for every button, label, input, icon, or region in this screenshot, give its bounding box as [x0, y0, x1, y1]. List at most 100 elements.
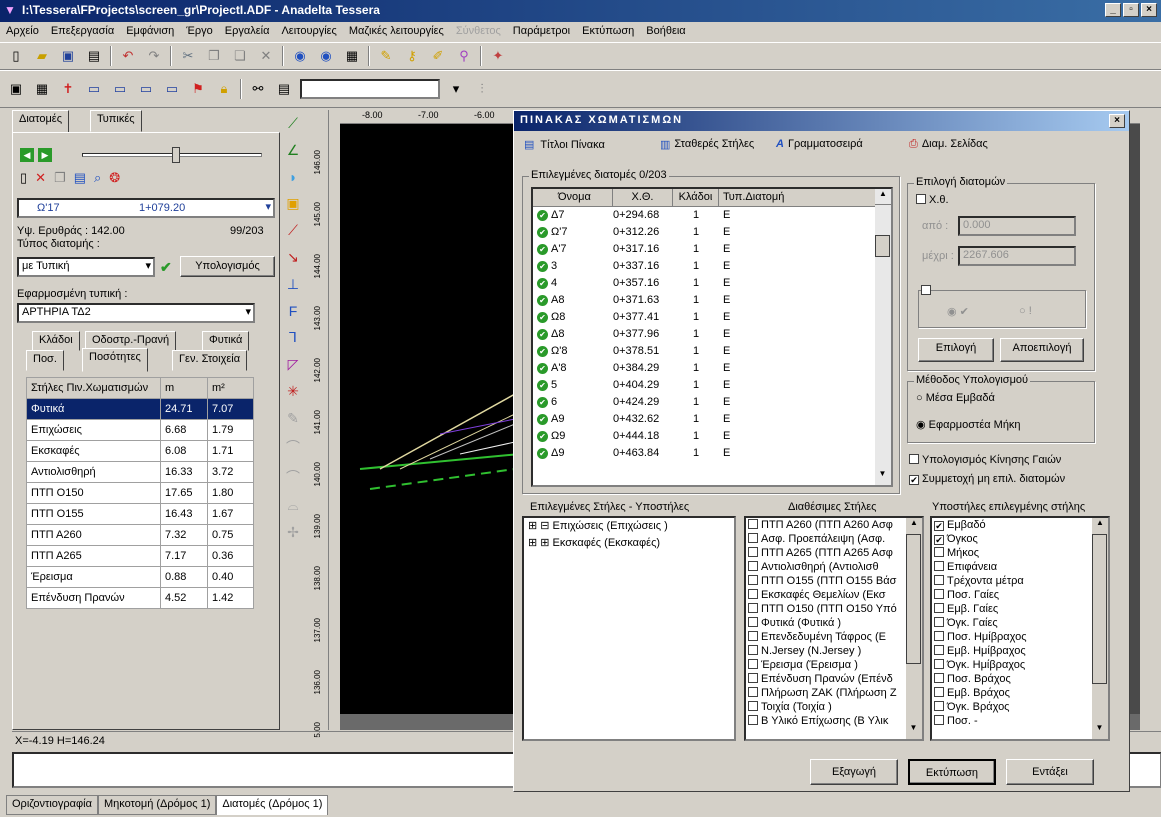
t-icon[interactable]: ⅂	[289, 329, 297, 345]
scroll-thumb[interactable]	[875, 235, 890, 257]
document-tab-0[interactable]: Οριζοντιογραφία	[6, 795, 98, 815]
shape-icon[interactable]: ◗	[288, 169, 298, 185]
zoom-x-icon[interactable]: ▭	[87, 81, 101, 96]
scroll-thumb[interactable]	[906, 534, 921, 664]
subcolumn-item[interactable]: ✔ Όγκος	[934, 532, 1108, 546]
pin-icon[interactable]: ⫶	[480, 81, 484, 96]
to-input[interactable]: 2267.606	[958, 246, 1076, 266]
scroll-down-icon[interactable]: ▼	[1095, 723, 1104, 732]
sections-list[interactable]: Όνομα Χ.Θ. Κλάδοι Τυπ.Διατομή ✔ Δ7 0+294.6…	[531, 187, 893, 487]
subcolumn-item[interactable]: Επιφάνεια	[934, 560, 1108, 574]
subcolumn-item[interactable]: Μήκος	[934, 546, 1108, 560]
subcolumn-item[interactable]: Ποσ. Γαίες	[934, 588, 1108, 602]
polyline-icon[interactable]: ◸	[287, 356, 299, 372]
menu-item-4[interactable]: Εργαλεία	[224, 25, 270, 37]
col-branches[interactable]: Κλάδοι	[673, 189, 719, 206]
subtab-general[interactable]: Γεν. Στοιχεία	[172, 350, 248, 371]
sections-scrollbar[interactable]: ▲ ▼	[875, 189, 891, 485]
scroll-thumb[interactable]	[1092, 534, 1107, 684]
window-icon[interactable]: ▤	[87, 48, 101, 63]
mass-haul-checkbox[interactable]: Υπολογισμός Κίνησης Γαιών	[909, 454, 1061, 466]
col-station[interactable]: Χ.Θ.	[613, 189, 673, 206]
restore-icon[interactable]: ▫	[1123, 3, 1139, 17]
subcolumn-item[interactable]: Εμβ. Γαίες	[934, 602, 1108, 616]
arrow-icon[interactable]: ↘	[287, 249, 299, 265]
menu-item-10[interactable]: Βοήθεια	[646, 25, 686, 37]
list-item[interactable]: ✔ Ω'8 0+378.51 1 Ε	[537, 343, 891, 360]
subcolumn-item[interactable]: Ποσ. -	[934, 714, 1108, 728]
edit-section-icon[interactable]: ▤	[73, 170, 87, 185]
new-file-icon[interactable]: ▯	[12, 48, 20, 63]
export-button[interactable]: Εξαγωγή	[810, 759, 898, 785]
save-icon[interactable]: ▣	[61, 48, 75, 63]
grid-view-icon[interactable]: ▣	[9, 81, 23, 96]
delete-icon[interactable]: ✕	[260, 48, 272, 63]
search-icon[interactable]: ⌕	[94, 170, 102, 185]
available-columns-list[interactable]: ΠΤΠ Α260 (ΠΤΠ Α260 Ασφ Ασφ. Προεπάλειψη (…	[744, 516, 924, 741]
subcolumn-item[interactable]: Όγκ. Γαίες	[934, 616, 1108, 630]
line-icon[interactable]: ⟋	[288, 115, 298, 131]
selected-columns-tree[interactable]: ⊞ ⊟ Επιχώσεις (Επιχώσεις ) ⊞ ⊞ Εκσκαφές …	[522, 516, 736, 741]
document-tab-1[interactable]: Μηκοτομή (Δρόμος 1)	[97, 795, 217, 815]
curve-icon[interactable]: ⌒	[286, 439, 300, 455]
redo-icon[interactable]: ↷	[148, 48, 160, 63]
list-item[interactable]: ✔ Α9 0+432.62 1 Ε	[537, 411, 891, 428]
list-item[interactable]: ✔ 5 0+404.29 1 Ε	[537, 377, 891, 394]
subcolumns-list[interactable]: ✔ Εμβαδό ✔ Όγκος Μήκος Επιφάνεια Τρέχοντα μέτρ…	[930, 516, 1110, 741]
table-row[interactable]: ΠΤΠ Ο150 17.65 1.80	[26, 482, 254, 504]
subcolumn-item[interactable]: Ποσ. Ημίβραχος	[934, 630, 1108, 644]
list-item[interactable]: ✔ Δ8 0+377.96 1 Ε	[537, 326, 891, 343]
magic-icon[interactable]: ⚲	[459, 48, 469, 63]
flag-icon[interactable]: ⚑	[192, 81, 204, 96]
bug-icon[interactable]: ❂	[109, 170, 121, 185]
applied-typical-select[interactable]: ΑΡΤΗΡΙΑ ΤΔ2 ▾	[17, 303, 255, 323]
fixed-columns-button[interactable]: Σταθερές Στήλες	[674, 138, 755, 150]
subcolumn-item[interactable]: Ποσ. Βράχος	[934, 672, 1108, 686]
table-icon[interactable]: ▦	[35, 81, 49, 96]
list-item[interactable]: ✔ Δ7 0+294.68 1 Ε	[537, 207, 891, 224]
checkbox-icon[interactable]	[921, 285, 931, 295]
subcolumn-item[interactable]: Τρέχοντα μέτρα	[934, 574, 1108, 588]
move-icon[interactable]: ✢	[287, 524, 299, 540]
radio-warn-icon[interactable]: ○ !	[1019, 305, 1032, 317]
edit-icon[interactable]: ✎	[287, 410, 299, 426]
section-red-icon[interactable]: ✝	[62, 81, 74, 96]
scroll-up-icon[interactable]: ▲	[910, 518, 918, 527]
slope-icon[interactable]: ⟋	[288, 222, 298, 238]
ok-button[interactable]: Εντάξει	[1006, 759, 1094, 785]
subcolumn-item[interactable]: Εμβ. Ημίβραχος	[934, 644, 1108, 658]
document-tab-2[interactable]: Διατομές (Δρόμος 1)	[216, 795, 329, 815]
menu-item-0[interactable]: Αρχείο	[6, 25, 39, 37]
subtab-pos[interactable]: Ποσ.	[26, 350, 64, 371]
list-item[interactable]: ✔ Α'7 0+317.16 1 Ε	[537, 241, 891, 258]
col-type[interactable]: Τυπ.Διατομή	[723, 191, 785, 203]
list-item[interactable]: ✔ Ω8 0+377.41 1 Ε	[537, 309, 891, 326]
list-item[interactable]: ✔ 6 0+424.29 1 Ε	[537, 394, 891, 411]
forward-icon[interactable]: ◉	[320, 48, 332, 63]
scroll-down-icon[interactable]: ▼	[878, 469, 887, 478]
slider-thumb[interactable]	[172, 147, 180, 163]
table-row[interactable]: Επιχώσεις 6.68 1.79	[26, 419, 254, 441]
station-checkbox[interactable]: Χ.θ.	[916, 194, 949, 206]
pencil-icon[interactable]: ✎	[380, 48, 392, 63]
print-button[interactable]: Εκτύπωση	[908, 759, 996, 785]
brush-icon[interactable]: ✐	[432, 48, 444, 63]
col-name[interactable]: Όνομα	[533, 189, 613, 206]
zoom-all-icon[interactable]: ▭	[139, 81, 153, 96]
tab-sections[interactable]: Διατομές	[12, 110, 70, 132]
method-average-areas[interactable]: ○ Μέσα Εμβαδά	[916, 392, 995, 404]
available-column-item[interactable]: Φυτικά (Φυτικά )	[748, 616, 922, 630]
menu-item-1[interactable]: Επεξεργασία	[50, 25, 115, 37]
list-item[interactable]: ✔ Ω9 0+444.18 1 Ε	[537, 428, 891, 445]
available-column-item[interactable]: Ασφ. Προεπάλειψη (Ασφ.	[748, 532, 922, 546]
select-button[interactable]: Επιλογή	[918, 338, 994, 362]
cross-icon[interactable]: ✳	[287, 383, 299, 399]
close-icon[interactable]: ×	[1141, 3, 1157, 17]
available-column-item[interactable]: Επένδυση Πρανών (Επένδ	[748, 672, 922, 686]
list-icon[interactable]: ▤	[277, 81, 291, 96]
deselect-button[interactable]: Αποεπιλογή	[1000, 338, 1084, 362]
available-column-item[interactable]: Εκσκαφές Θεμελίων (Εκσ	[748, 588, 922, 602]
angle-icon[interactable]: ∠	[286, 142, 300, 158]
list-item[interactable]: ✔ Δ9 0+463.84 1 Ε	[537, 445, 891, 462]
available-scrollbar[interactable]: ▲ ▼	[906, 518, 922, 739]
